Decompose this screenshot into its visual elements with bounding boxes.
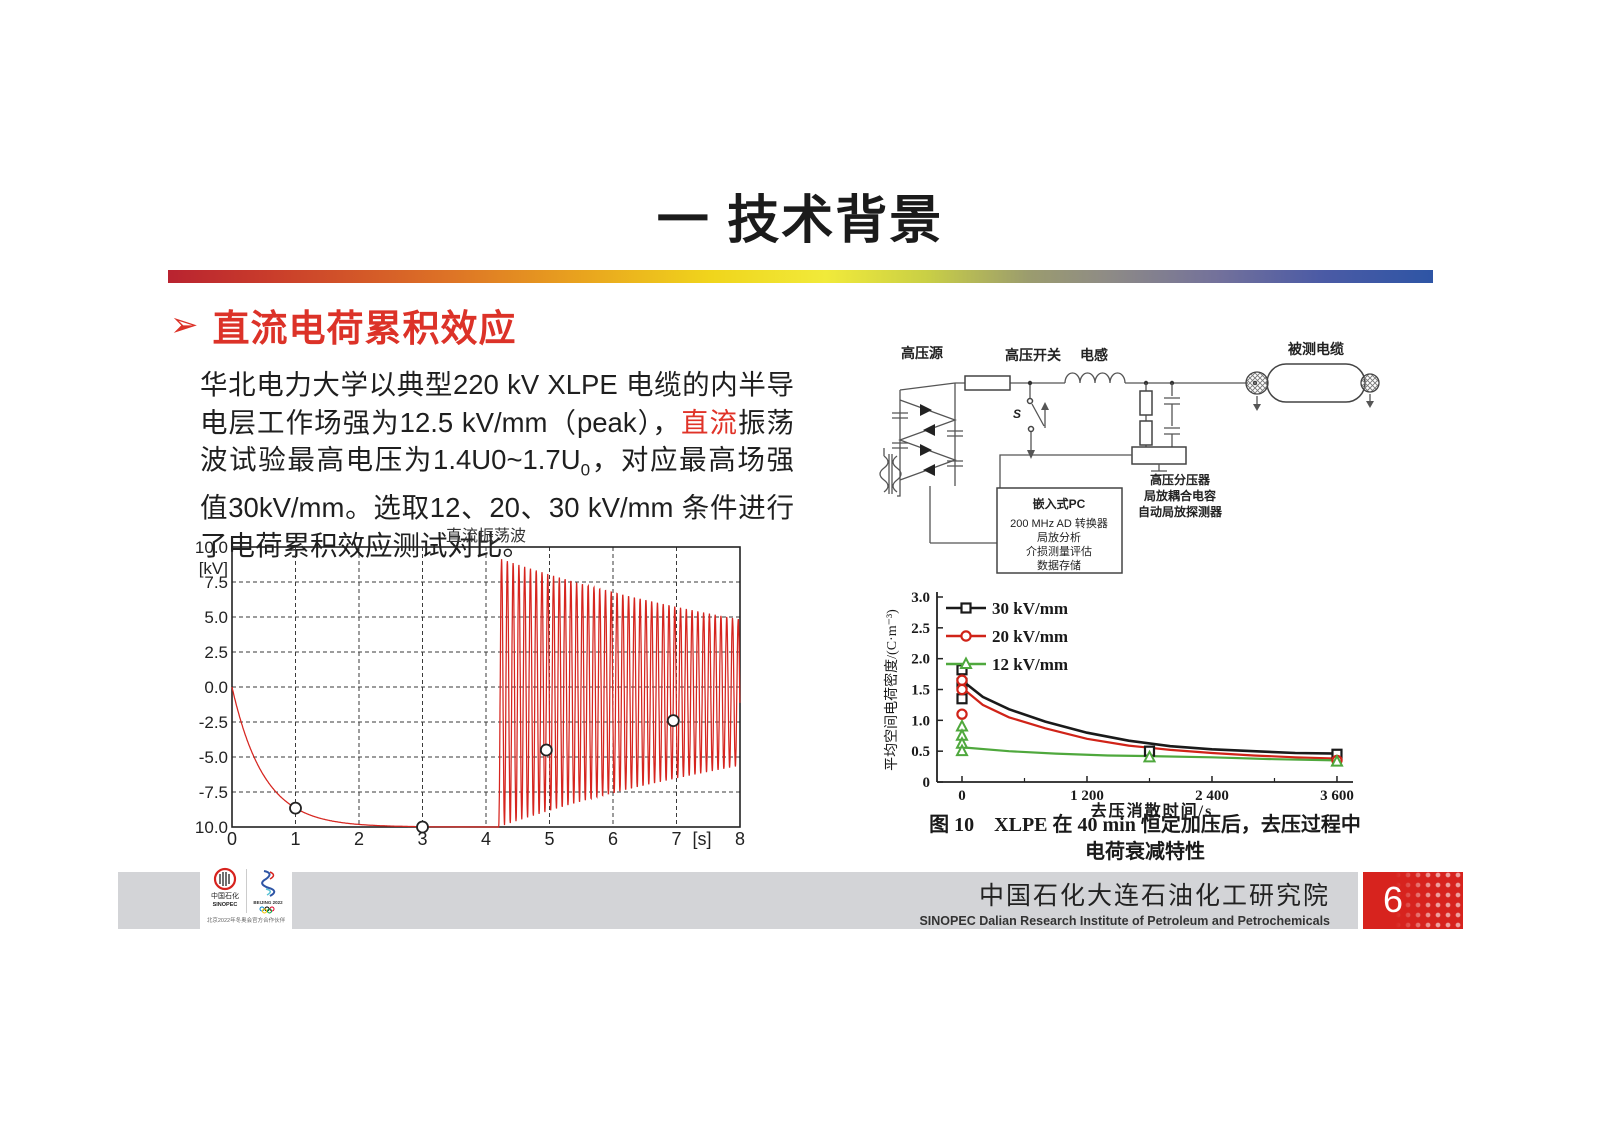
svg-text:0.0: 0.0 [204,678,228,697]
label-hv-source: 高压源 [901,345,943,361]
divider-label-2: 局放耦合电容 [1144,488,1216,503]
svg-text:1: 1 [290,829,300,849]
svg-text:30 kV/mm: 30 kV/mm [992,599,1068,618]
body-paragraph: 华北电力大学以典型220 kV XLPE 电缆的内半导电层工作场强为12.5 k… [200,369,795,561]
svg-text:3 600: 3 600 [1320,788,1354,804]
svg-text:0.5: 0.5 [911,744,930,760]
svg-text:平均空间电荷密度/(C·m⁻³): 平均空间电荷密度/(C·m⁻³) [883,609,900,771]
svg-text:0: 0 [923,775,931,791]
pc-line-4: 数据存储 [1037,558,1081,572]
embedded-pc-box [996,487,1123,574]
sinopec-logo: 中国石化 SINOPEC [211,867,239,908]
label-switch-s: S [1013,407,1021,421]
svg-text:2.0: 2.0 [911,652,930,668]
footer-org-en: SINOPEC Dalian Research Institute of Pet… [919,914,1330,928]
svg-text:-10.0: -10.0 [195,818,228,837]
svg-text:1.5: 1.5 [911,683,930,699]
svg-text:[s]: [s] [692,829,711,849]
figure-caption: 图 10 XLPE 在 40 min 恒定加压后，去压过程中 电荷衰减特性 [895,812,1395,866]
beijing2022-logo: BEIJING 2022 [253,870,283,914]
inductor-symbol [1064,372,1126,384]
hv-source-symbol [879,382,963,543]
switch-symbol: S [1013,383,1049,459]
decay-chart: 0 0.5 1.0 1.5 2.0 2.5 3.0 0 1 200 2 400 3 600 去压消散时… [883,590,1354,820]
svg-text:SINOPEC: SINOPEC [212,902,237,908]
label-inductor: 电感 [1080,347,1108,363]
partner-text: 北京2022年冬奥会官方合作伙伴 [206,918,286,924]
svg-text:中国石化: 中国石化 [211,891,239,900]
svg-text:1 200: 1 200 [1070,788,1104,804]
figure-caption-line1: 图 10 XLPE 在 40 min 恒定加压后，去压过程中 [929,814,1361,836]
svg-text:4: 4 [481,829,491,849]
osc-chart-title: 直流振荡波 [445,528,526,545]
svg-text:2: 2 [354,829,364,849]
svg-text:8: 8 [735,829,745,849]
svg-text:20 kV/mm: 20 kV/mm [992,627,1068,646]
svg-text:2 400: 2 400 [1195,788,1229,804]
svg-text:1.0: 1.0 [911,713,930,729]
fuse-resistor [964,375,1011,391]
divider-label-3: 自动局放探测器 [1138,504,1223,519]
label-cable: 被测电缆 [1288,341,1344,357]
svg-text:[kV]: [kV] [199,559,228,578]
footer-org-cn: 中国石化大连石油化工研究院 [978,882,1330,910]
pc-line-2: 局放分析 [1037,530,1081,544]
footer-bar [118,872,1358,929]
svg-text:3: 3 [417,829,427,849]
pc-title: 嵌入式PC [1033,496,1086,511]
figure-caption-line2: 电荷衰减特性 [1085,841,1205,863]
svg-text:BEIJING 2022: BEIJING 2022 [253,900,283,905]
svg-text:2.5: 2.5 [204,643,228,662]
divider-label-1: 高压分压器 [1150,472,1211,487]
svg-text:0: 0 [227,829,237,849]
svg-text:2.5: 2.5 [911,621,930,637]
footer-organization: 中国石化大连石油化工研究院 SINOPEC Dalian Research In… [919,876,1330,928]
section-heading-label: 直流电荷累积效应 [212,308,517,349]
svg-text:-7.5: -7.5 [199,783,228,802]
page-number-box: 6 [1363,872,1463,929]
section-heading: ➢ 直流电荷累积效应 [170,298,517,352]
pc-line-3: 介损测量评估 [1026,544,1092,558]
divider-network [930,383,1187,544]
cable-under-test [1245,363,1380,411]
svg-text:-2.5: -2.5 [199,713,228,732]
svg-text:5.0: 5.0 [204,608,228,627]
bullet-arrow-icon: ➢ [170,306,199,344]
title-divider-gradient [168,270,1433,283]
osc-chart: 10.0 7.5 5.0 2.5 0.0 -2.5 -5.0 -7.5 -10.0 [kV] 0 1 2… [195,538,745,849]
svg-text:7.5: 7.5 [204,573,228,592]
label-hv-switch: 高压开关 [1005,347,1061,363]
circuit-diagram: 高压源 高压开关 电感 被测电缆 S [879,341,1380,574]
halftone-dots-decoration [1395,872,1463,929]
logo-separator [245,869,247,913]
page-title: 一 技术背景 [656,192,944,250]
footer-logos: 中国石化 SINOPEC BEIJING 2022 北京2022年冬奥会官方合作… [200,864,292,930]
svg-text:12 kV/mm: 12 kV/mm [992,655,1068,674]
svg-text:5: 5 [544,829,554,849]
svg-text:-5.0: -5.0 [199,748,228,767]
svg-text:10.0: 10.0 [195,538,228,557]
svg-text:7: 7 [671,829,681,849]
pc-line-1: 200 MHz AD 转换器 [1010,516,1108,530]
svg-text:3.0: 3.0 [911,590,930,606]
svg-text:6: 6 [608,829,618,849]
svg-text:0: 0 [958,788,966,804]
svg-text:去压消散时间/s: 去压消散时间/s [1091,801,1214,820]
